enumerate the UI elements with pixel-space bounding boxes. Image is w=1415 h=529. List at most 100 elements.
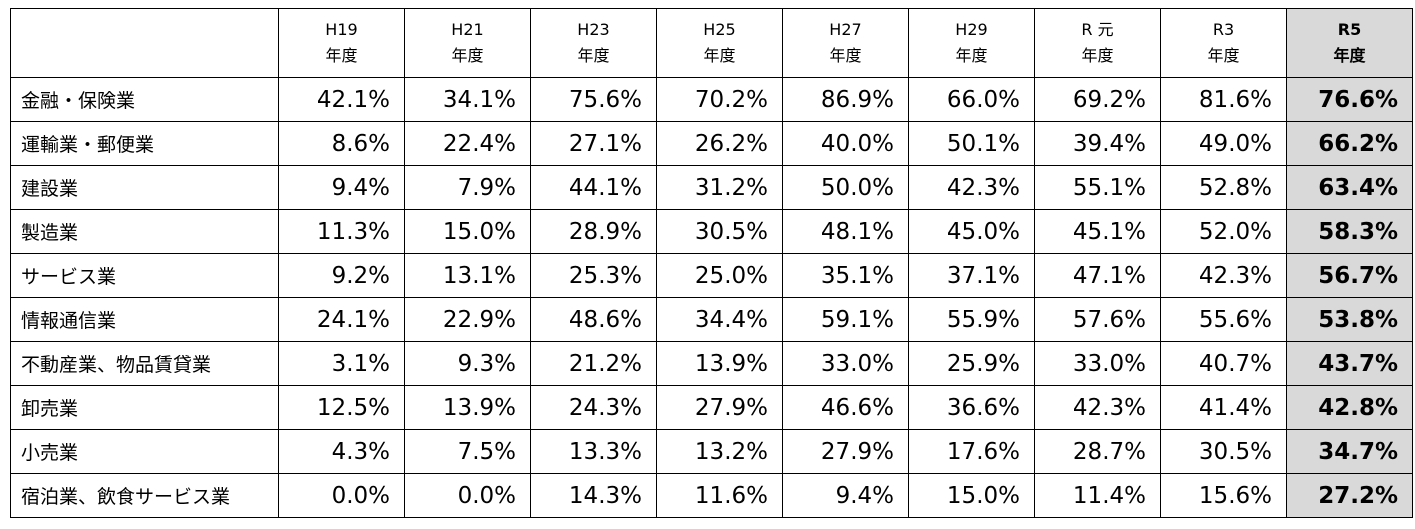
value-cell: 22.9% xyxy=(404,297,531,342)
cell-text: 13.3% xyxy=(568,438,642,465)
row-label-text: 運輸業・郵便業 xyxy=(21,134,155,156)
cell-text: 81.6% xyxy=(1198,86,1272,113)
value-cell: 11.3% xyxy=(278,209,405,254)
cell-text: 40.7% xyxy=(1198,350,1272,377)
cell-text: 43.7% xyxy=(1318,350,1398,377)
column-top: H29 xyxy=(955,20,988,39)
value-cell: 63.4% xyxy=(1286,165,1413,210)
cell-text: 0.0% xyxy=(457,482,516,509)
cell-text: 21.2% xyxy=(568,350,642,377)
value-cell: 7.5% xyxy=(404,429,531,474)
cell-text: 27.9% xyxy=(694,394,768,421)
value-cell: 53.8% xyxy=(1286,297,1413,342)
cell-text: 52.8% xyxy=(1198,174,1272,201)
value-cell: 27.1% xyxy=(530,121,657,166)
cell-text: 37.1% xyxy=(946,262,1020,289)
value-cell: 50.0% xyxy=(782,165,909,210)
value-cell: 15.6% xyxy=(1160,473,1287,518)
column-top: H19 xyxy=(325,20,358,39)
cell-text: 49.0% xyxy=(1198,130,1272,157)
value-cell: 13.3% xyxy=(530,429,657,474)
row-label-text: 情報通信業 xyxy=(21,310,117,332)
column-top: H23 xyxy=(577,20,610,39)
cell-text: 11.3% xyxy=(316,218,390,245)
cell-text: 9.4% xyxy=(331,174,390,201)
value-cell: 7.9% xyxy=(404,165,531,210)
cell-text: 3.1% xyxy=(331,350,390,377)
row-label-text: 卸売業 xyxy=(21,398,79,420)
value-cell: 81.6% xyxy=(1160,77,1287,122)
column-top: H21 xyxy=(451,20,484,39)
row-label: 金融・保険業 xyxy=(10,77,279,122)
value-cell: 58.3% xyxy=(1286,209,1413,254)
cell-text: 34.7% xyxy=(1318,438,1398,465)
value-cell: 9.4% xyxy=(278,165,405,210)
cell-text: 55.1% xyxy=(1072,174,1146,201)
column-bottom: 年度 xyxy=(955,46,988,65)
value-cell: 13.1% xyxy=(404,253,531,298)
table-row: 小売業 4.3% 7.5% 13.3% 13.2% 27.9% 17.6% 28.7% 30.5… xyxy=(10,429,1413,474)
cell-text: 63.4% xyxy=(1318,174,1398,201)
cell-text: 55.6% xyxy=(1198,306,1272,333)
column-top: R 元 xyxy=(1081,20,1114,39)
value-cell: 52.8% xyxy=(1160,165,1287,210)
column-top: H25 xyxy=(703,20,736,39)
data-table: H19 年度 H21 年度 H23 年度 H25 年度 H27 年度 H29 年度 R 元年度 R3 年度 R… xyxy=(10,8,1413,518)
value-cell: 14.3% xyxy=(530,473,657,518)
column-header: R5 年度 xyxy=(1286,8,1413,78)
value-cell: 27.9% xyxy=(656,385,783,430)
cell-text: 35.1% xyxy=(820,262,894,289)
value-cell: 35.1% xyxy=(782,253,909,298)
row-label: 卸売業 xyxy=(10,385,279,430)
value-cell: 42.1% xyxy=(278,77,405,122)
value-cell: 24.3% xyxy=(530,385,657,430)
cell-text: 66.2% xyxy=(1318,130,1398,157)
value-cell: 11.4% xyxy=(1034,473,1161,518)
column-header: H19 年度 xyxy=(278,8,405,78)
value-cell: 9.4% xyxy=(782,473,909,518)
value-cell: 55.6% xyxy=(1160,297,1287,342)
column-bottom: 年度 xyxy=(451,46,484,65)
cell-text: 25.3% xyxy=(568,262,642,289)
table-row: 運輸業・郵便業 8.6% 22.4% 27.1% 26.2% 40.0% 50.1% 39.4… xyxy=(10,121,1413,166)
cell-text: 24.3% xyxy=(568,394,642,421)
value-cell: 70.2% xyxy=(656,77,783,122)
value-cell: 33.0% xyxy=(1034,341,1161,386)
column-bottom: 年度 xyxy=(703,46,736,65)
value-cell: 15.0% xyxy=(404,209,531,254)
value-cell: 15.0% xyxy=(908,473,1035,518)
cell-text: 39.4% xyxy=(1072,130,1146,157)
cell-text: 7.5% xyxy=(457,438,516,465)
table-row: 宿泊業、飲食サービス業 0.0% 0.0% 14.3% 11.6% 9.4% 15.0% 11… xyxy=(10,473,1413,518)
cell-text: 76.6% xyxy=(1318,86,1398,113)
cell-text: 11.6% xyxy=(694,482,768,509)
value-cell: 41.4% xyxy=(1160,385,1287,430)
value-cell: 66.0% xyxy=(908,77,1035,122)
cell-text: 33.0% xyxy=(1072,350,1146,377)
column-bottom: 年度 xyxy=(1081,46,1114,65)
cell-text: 56.7% xyxy=(1318,262,1398,289)
cell-text: 15.0% xyxy=(946,482,1020,509)
row-label: 建設業 xyxy=(10,165,279,210)
value-cell: 46.6% xyxy=(782,385,909,430)
value-cell: 13.2% xyxy=(656,429,783,474)
table-row: 金融・保険業 42.1% 34.1% 75.6% 70.2% 86.9% 66.0% 69.2… xyxy=(10,77,1413,122)
value-cell: 69.2% xyxy=(1034,77,1161,122)
cell-text: 28.7% xyxy=(1072,438,1146,465)
cell-text: 8.6% xyxy=(331,130,390,157)
value-cell: 8.6% xyxy=(278,121,405,166)
row-label: 宿泊業、飲食サービス業 xyxy=(10,473,279,518)
cell-text: 11.4% xyxy=(1072,482,1146,509)
value-cell: 0.0% xyxy=(404,473,531,518)
value-cell: 34.7% xyxy=(1286,429,1413,474)
cell-text: 42.3% xyxy=(946,174,1020,201)
row-label-text: 金融・保険業 xyxy=(21,90,136,112)
cell-text: 31.2% xyxy=(694,174,768,201)
cell-text: 48.6% xyxy=(568,306,642,333)
row-label: 運輸業・郵便業 xyxy=(10,121,279,166)
cell-text: 13.2% xyxy=(694,438,768,465)
column-top: R5 xyxy=(1337,20,1362,39)
cell-text: 50.0% xyxy=(820,174,894,201)
value-cell: 27.2% xyxy=(1286,473,1413,518)
column-top: R3 xyxy=(1212,20,1235,39)
